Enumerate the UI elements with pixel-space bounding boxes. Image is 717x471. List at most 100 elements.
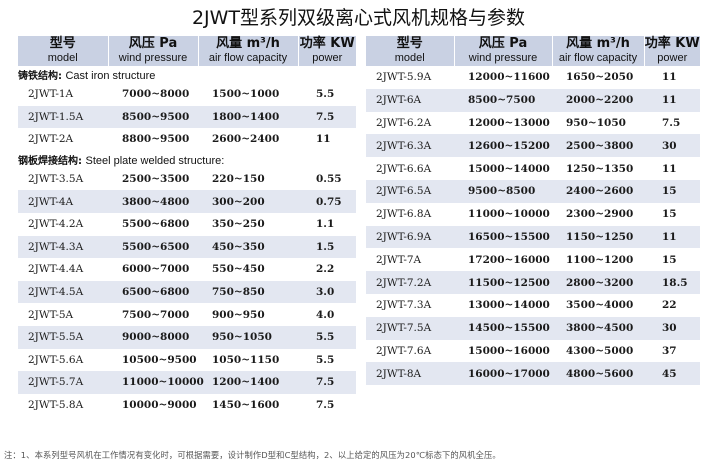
cell-model: 2JWT-4.5A (18, 280, 108, 304)
cell-wind-pressure: 10000~9000 (108, 393, 198, 417)
table-row: 2JWT-6.9A 16500~15500 1150~1250 11 (366, 225, 700, 249)
cell-air-flow: 1100~1200 (552, 248, 644, 272)
table-row: 2JWT-5.6A 10500~9500 1050~1150 5.5 (18, 348, 356, 372)
cell-wind-pressure: 16500~15500 (454, 225, 552, 249)
cell-air-flow: 2500~3800 (552, 134, 644, 158)
header-wind-pressure: 风压 Pa wind pressure (454, 36, 553, 66)
cell-power: 0.55 (298, 167, 356, 191)
cell-air-flow: 1500~1000 (198, 83, 298, 106)
table-row: 2JWT-7.3A 13000~14000 3500~4000 22 (366, 293, 700, 317)
cell-wind-pressure: 16000~17000 (454, 362, 552, 386)
cell-power: 11 (644, 225, 700, 249)
cell-wind-pressure: 6500~6800 (108, 280, 198, 304)
table-row: 2JWT-5.7A 11000~10000 1200~1400 7.5 (18, 371, 356, 394)
cell-air-flow: 2800~3200 (552, 271, 644, 294)
cell-power: 30 (644, 134, 700, 158)
section-label-cn: 铸铁结构: (18, 71, 62, 82)
cell-power: 7.5 (298, 105, 356, 129)
table-row: 2JWT-6.8A 11000~10000 2300~2900 15 (366, 202, 700, 226)
table-row: 2JWT-7.6A 15000~16000 4300~5000 37 (366, 339, 700, 363)
table-row: 2JWT-6A 8500~7500 2000~2200 11 (366, 88, 700, 112)
cell-wind-pressure: 7000~8000 (108, 83, 198, 106)
cell-model: 2JWT-6.3A (366, 134, 454, 158)
cell-model: 2JWT-4.3A (18, 235, 108, 259)
cell-model: 2JWT-2A (18, 128, 108, 151)
cell-model: 2JWT-5A (18, 303, 108, 326)
cell-power: 45 (644, 362, 700, 386)
cell-air-flow: 350~250 (198, 212, 298, 236)
cell-air-flow: 2300~2900 (552, 202, 644, 226)
spec-table-right: 型号 model 风压 Pa wind pressure 风量 m³/h air fl… (366, 36, 700, 386)
cell-model: 2JWT-7.6A (366, 339, 454, 363)
cell-model: 2JWT-1.5A (18, 105, 108, 129)
cell-model: 2JWT-6A (366, 88, 454, 112)
cell-wind-pressure: 11000~10000 (108, 371, 204, 394)
cell-model: 2JWT-5.6A (18, 348, 108, 372)
cell-model: 2JWT-8A (366, 362, 454, 386)
table-row: 2JWT-1A 7000~8000 1500~1000 5.5 (18, 83, 356, 106)
cell-wind-pressure: 12600~15200 (454, 134, 552, 158)
cell-wind-pressure: 15000~14000 (454, 157, 552, 180)
cell-air-flow: 450~350 (198, 235, 298, 259)
cell-air-flow: 220~150 (198, 167, 298, 191)
cell-air-flow: 1150~1250 (552, 225, 644, 249)
cell-wind-pressure: 11000~10000 (454, 202, 552, 226)
header-row: 型号 model 风压 Pa wind pressure 风量 m³/h air fl… (18, 36, 356, 66)
cell-wind-pressure: 9000~8000 (108, 325, 198, 349)
cell-power: 22 (644, 293, 700, 317)
header-air-flow: 风量 m³/h air flow capacity (552, 36, 645, 66)
section-label: 钢板焊接结构: Steel plate welded structure: (18, 150, 356, 168)
cell-wind-pressure: 7500~7000 (108, 303, 198, 326)
table-row: 2JWT-1.5A 8500~9500 1800~1400 7.5 (18, 105, 356, 129)
header-power: 功率 KW power (298, 36, 356, 66)
table-row: 2JWT-7.5A 14500~15500 3800~4500 30 (366, 316, 700, 340)
cell-air-flow: 1650~2050 (552, 66, 644, 89)
header-row: 型号 model 风压 Pa wind pressure 风量 m³/h air fl… (366, 36, 700, 66)
cell-wind-pressure: 5500~6800 (108, 212, 198, 236)
cell-air-flow: 1250~1350 (552, 157, 644, 180)
cell-air-flow: 3500~4000 (552, 293, 644, 317)
cell-wind-pressure: 17200~16000 (454, 248, 552, 272)
header-power: 功率 KW power (644, 36, 700, 66)
table-row: 2JWT-7.2A 11500~12500 2800~3200 18.5 (366, 271, 700, 294)
section-label: 铸铁结构: Cast iron structure (18, 66, 356, 83)
cell-power: 11 (644, 157, 700, 180)
cell-model: 2JWT-6.9A (366, 225, 454, 249)
table-row: 2JWT-6.2A 12000~13000 950~1050 7.5 (366, 111, 700, 135)
table-row: 2JWT-5.9A 12000~11600 1650~2050 11 (366, 66, 700, 89)
cell-power: 11 (644, 66, 700, 89)
section-label-en: Steel plate welded structure: (85, 154, 225, 167)
table-row: 2JWT-6.6A 15000~14000 1250~1350 11 (366, 157, 700, 180)
cell-wind-pressure: 15000~16000 (454, 339, 552, 363)
table-row: 2JWT-5A 7500~7000 900~950 4.0 (18, 303, 356, 326)
cell-power: 5.5 (298, 83, 356, 106)
cell-model: 2JWT-5.7A (18, 371, 108, 394)
cell-wind-pressure: 8500~9500 (108, 105, 198, 129)
cell-model: 2JWT-5.5A (18, 325, 108, 349)
table-row: 2JWT-4.2A 5500~6800 350~250 1.1 (18, 212, 356, 236)
cell-power: 7.5 (298, 371, 356, 394)
cell-air-flow: 750~850 (198, 280, 298, 304)
cell-wind-pressure: 8800~9500 (108, 128, 198, 151)
table-row: 2JWT-7A 17200~16000 1100~1200 15 (366, 248, 700, 272)
cell-wind-pressure: 10500~9500 (108, 348, 198, 372)
cell-air-flow: 2600~2400 (198, 128, 298, 151)
cell-air-flow: 1450~1600 (198, 393, 298, 417)
table-row: 2JWT-5.5A 9000~8000 950~1050 5.5 (18, 325, 356, 349)
cell-power: 5.5 (298, 348, 356, 372)
cell-model: 2JWT-6.5A (366, 179, 454, 203)
header-wind-pressure: 风压 Pa wind pressure (108, 36, 199, 66)
cell-air-flow: 4300~5000 (552, 339, 644, 363)
spec-table-left: 型号 model 风压 Pa wind pressure 风量 m³/h air fl… (18, 36, 356, 417)
cell-model: 2JWT-7.2A (366, 271, 454, 294)
cell-model: 2JWT-6.2A (366, 111, 454, 135)
cell-power: 11 (298, 128, 356, 151)
cell-model: 2JWT-4.2A (18, 212, 108, 236)
table-row: 2JWT-8A 16000~17000 4800~5600 45 (366, 362, 700, 386)
table-row: 2JWT-4.4A 6000~7000 550~450 2.2 (18, 258, 356, 281)
cell-model: 2JWT-6.8A (366, 202, 454, 226)
section-label-cn: 钢板焊接结构: (18, 155, 82, 167)
cell-power: 15 (644, 179, 700, 203)
cell-power: 37 (644, 339, 700, 363)
cell-model: 2JWT-3.5A (18, 167, 108, 191)
